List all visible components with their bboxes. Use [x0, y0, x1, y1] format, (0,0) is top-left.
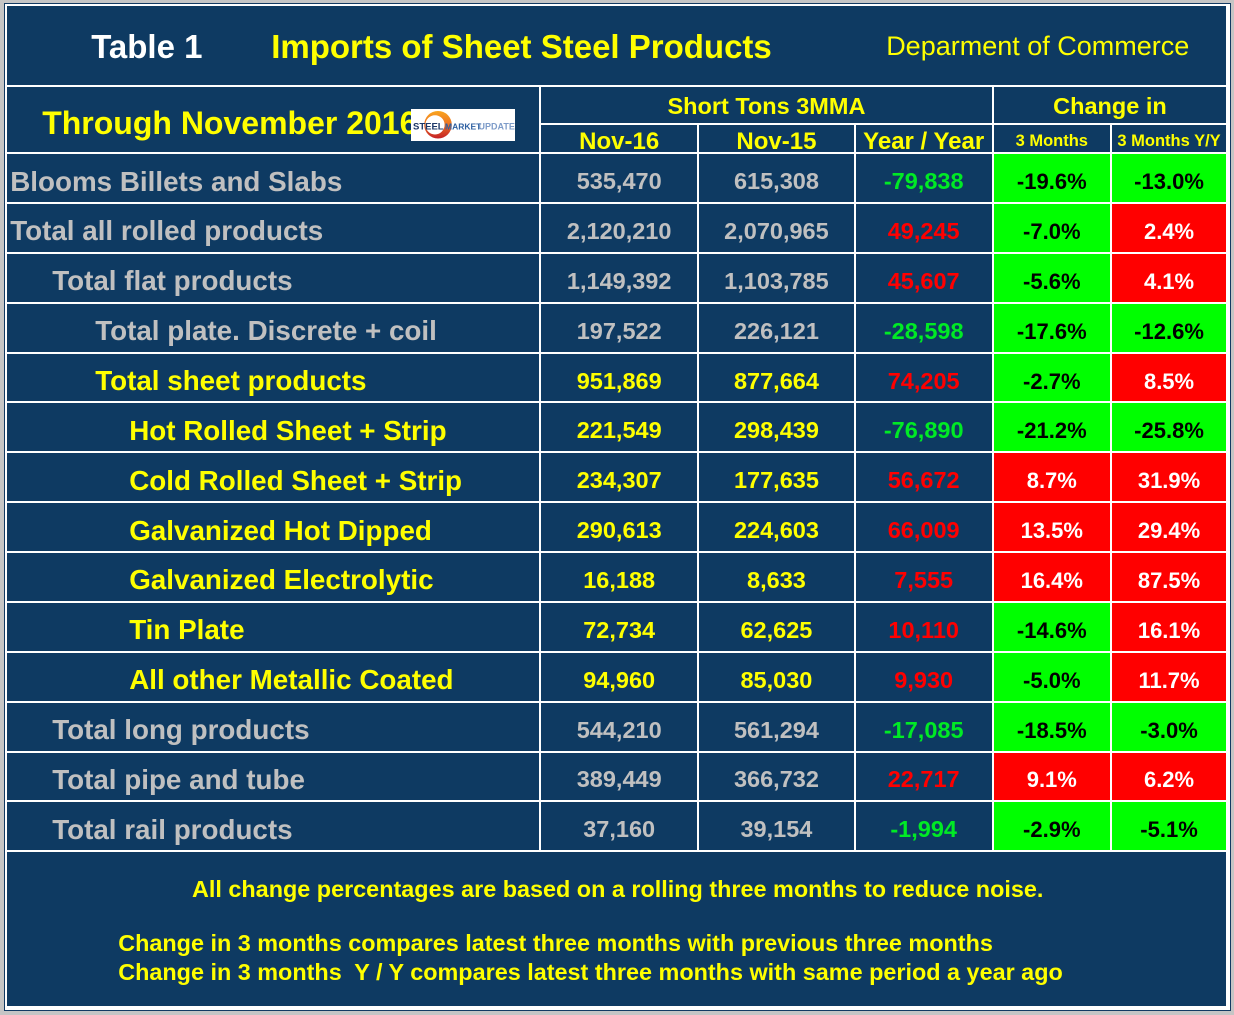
- svg-text:MARKET: MARKET: [445, 122, 482, 132]
- svg-text:UPDATE: UPDATE: [479, 122, 515, 132]
- svg-text:STEEL: STEEL: [413, 122, 444, 133]
